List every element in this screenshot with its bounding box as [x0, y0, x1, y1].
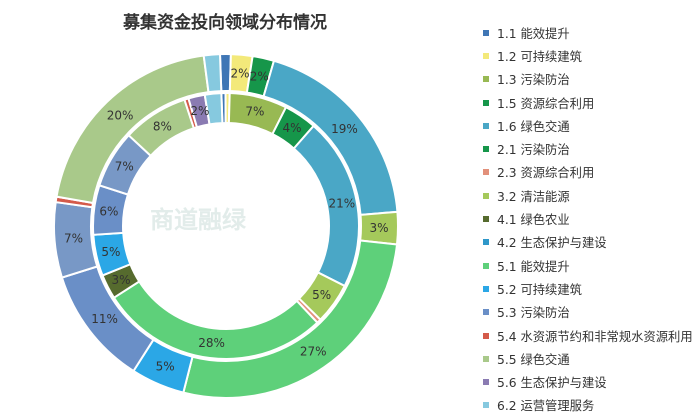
inner-slice-label-7: 28%: [198, 336, 225, 350]
legend-swatch: [483, 76, 489, 83]
legend-label: 1.1 能效提升: [497, 26, 570, 41]
inner-slice-label-4: 21%: [328, 196, 355, 210]
legend-label: 6.2 运营管理服务: [497, 399, 595, 414]
legend-item: 5.5 绿色交通: [483, 347, 700, 370]
legend-label: 5.5 绿色交通: [497, 352, 570, 367]
legend-item: 2.1 污染防治: [483, 137, 700, 160]
outer-slice-label-1: 2%: [231, 67, 250, 81]
outer-slice-label-7: 11%: [91, 312, 118, 326]
outer-slice-11: [202, 53, 223, 94]
legend-label: 3.2 清洁能源: [497, 189, 570, 204]
legend-swatch: [483, 309, 489, 316]
inner-slice-label-10: 6%: [99, 205, 118, 219]
legend-item: 2.3 资源综合利用: [483, 161, 700, 184]
legend-item: 3.2 清洁能源: [483, 184, 700, 207]
inner-slice-15: [203, 92, 224, 126]
legend-swatch: [483, 146, 489, 153]
inner-slice-label-5: 5%: [312, 288, 331, 302]
legend-swatch: [483, 332, 489, 339]
legend-item: 5.2 可持续建筑: [483, 277, 700, 300]
outer-ring: [53, 53, 399, 399]
legend-item: 5.1 能效提升: [483, 254, 700, 277]
inner-slice-label-11: 7%: [115, 159, 134, 173]
legend-swatch: [483, 52, 489, 59]
outer-slice-label-5: 27%: [300, 345, 327, 359]
legend-item: 6.2 运营管理服务: [483, 394, 700, 417]
inner-slice-label-2: 7%: [245, 105, 264, 119]
legend-item: 5.3 污染防治: [483, 301, 700, 324]
legend-label: 2.1 污染防治: [497, 143, 570, 158]
legend-label: 1.2 可持续建筑: [497, 49, 582, 64]
legend-swatch: [483, 29, 489, 36]
legend: 1.1 能效提升 1.2 可持续建筑 1.3 污染防治 1.5 资源综合利用 1.6 绿…: [483, 21, 700, 417]
legend-label: 4.2 生态保护与建设: [497, 236, 607, 251]
legend-label: 5.2 可持续建筑: [497, 282, 582, 297]
legend-swatch: [483, 216, 489, 223]
inner-ring: [92, 91, 360, 360]
legend-item: 4.1 绿色农业: [483, 207, 700, 230]
legend-item: 1.1 能效提升: [483, 21, 700, 44]
watermark-logo: 商道融绿: [150, 206, 246, 234]
inner-slice-label-9: 5%: [101, 245, 120, 259]
legend-label: 5.6 生态保护与建设: [497, 376, 607, 391]
chart-title: 募集资金投向领域分布情况: [123, 13, 327, 33]
legend-item: 1.6 绿色交通: [483, 114, 700, 137]
legend-swatch: [483, 122, 489, 129]
outer-slice-label-4: 3%: [369, 221, 388, 235]
legend-label: 1.6 绿色交通: [497, 119, 570, 134]
outer-slice-label-10: 20%: [107, 109, 134, 123]
legend-item: 1.3 污染防治: [483, 68, 700, 91]
legend-swatch: [483, 355, 489, 362]
inner-slice-label-14: 2%: [190, 104, 209, 118]
legend-swatch: [483, 169, 489, 176]
donut-chart: 2% 2%19%3%27%5%11%7%20% 7%4%21%5%28%3%5%6%…: [53, 53, 399, 399]
outer-slice-label-2: 2%: [250, 70, 269, 84]
legend-swatch: [483, 285, 489, 292]
legend-swatch: [483, 239, 489, 246]
outer-slice-label-6: 5%: [156, 359, 175, 373]
legend-item: 1.5 资源综合利用: [483, 91, 700, 114]
legend-label: 1.3 污染防治: [497, 73, 570, 88]
legend-label: 1.5 资源综合利用: [497, 96, 595, 111]
legend-swatch: [483, 99, 489, 106]
inner-slice-label-3: 4%: [282, 121, 301, 135]
legend-swatch: [483, 402, 489, 409]
legend-label: 5.4 水资源节约和非常规水资源利用: [497, 329, 693, 344]
legend-item: 1.2 可持续建筑: [483, 44, 700, 67]
legend-label: 2.3 资源综合利用: [497, 166, 595, 181]
legend-swatch: [483, 379, 489, 386]
legend-item: 5.4 水资源节约和非常规水资源利用: [483, 324, 700, 347]
legend-label: 5.1 能效提升: [497, 259, 570, 274]
outer-slice-label-3: 19%: [331, 122, 358, 136]
legend-label: 5.3 污染防治: [497, 306, 570, 321]
inner-slice-label-12: 8%: [153, 120, 172, 134]
legend-item: 4.2 生态保护与建设: [483, 231, 700, 254]
legend-swatch: [483, 262, 489, 269]
outer-slice-label-8: 7%: [64, 232, 83, 246]
slice-labels: 2% 2%19%3%27%5%11%7%20% 7%4%21%5%28%3%5%6%…: [64, 67, 389, 374]
legend-item: 5.6 生态保护与建设: [483, 370, 700, 393]
inner-slice-label-8: 3%: [112, 273, 131, 287]
legend-label: 4.1 绿色农业: [497, 213, 570, 228]
legend-swatch: [483, 192, 489, 199]
